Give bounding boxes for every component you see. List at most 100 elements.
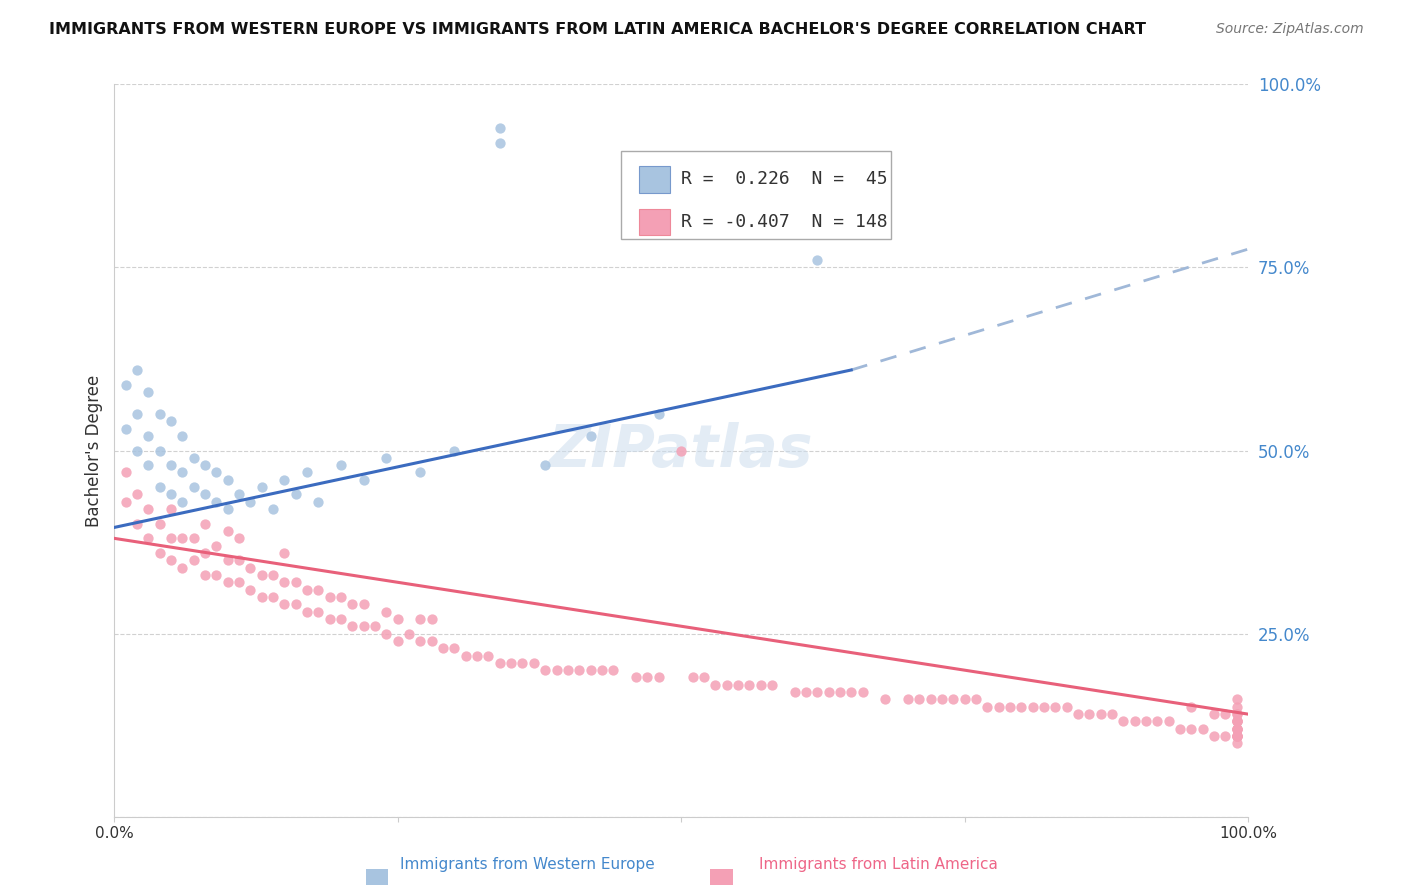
Point xyxy=(794,685,817,699)
Point xyxy=(307,605,329,619)
Point xyxy=(409,466,432,480)
Point xyxy=(138,458,160,472)
Point xyxy=(420,612,443,626)
Point xyxy=(1056,699,1078,714)
Point xyxy=(875,692,897,706)
Point xyxy=(1032,699,1054,714)
Point xyxy=(250,590,273,604)
Point xyxy=(534,458,557,472)
Point xyxy=(920,692,942,706)
Point xyxy=(512,656,534,670)
Point xyxy=(1180,722,1202,736)
Point xyxy=(172,466,194,480)
Point xyxy=(976,699,998,714)
Point xyxy=(828,224,851,238)
Point xyxy=(239,582,262,597)
Point xyxy=(1226,722,1249,736)
Point xyxy=(149,516,172,531)
Point xyxy=(624,671,647,685)
Point xyxy=(205,466,228,480)
Point xyxy=(443,641,465,656)
Point xyxy=(217,524,239,538)
Point xyxy=(1112,714,1135,729)
Point xyxy=(1226,714,1249,729)
Point xyxy=(149,480,172,494)
Point xyxy=(342,597,364,611)
Point xyxy=(851,685,873,699)
Point xyxy=(160,502,183,516)
Point xyxy=(1226,707,1249,722)
Text: Source: ZipAtlas.com: Source: ZipAtlas.com xyxy=(1216,22,1364,37)
Point xyxy=(125,487,148,501)
Point xyxy=(205,495,228,509)
Point xyxy=(364,619,387,633)
Point xyxy=(160,414,183,428)
Point xyxy=(194,546,217,560)
Point xyxy=(738,678,761,692)
Point xyxy=(1067,707,1090,722)
Point xyxy=(647,407,669,421)
Point xyxy=(602,663,624,677)
Point xyxy=(488,121,510,136)
Point xyxy=(273,575,295,590)
Point xyxy=(273,473,295,487)
Point xyxy=(1213,729,1236,743)
Point xyxy=(669,443,692,458)
Point xyxy=(194,516,217,531)
Point xyxy=(353,597,375,611)
Point xyxy=(239,495,262,509)
Point xyxy=(183,480,205,494)
Point xyxy=(1157,714,1180,729)
Point xyxy=(682,671,704,685)
Point xyxy=(125,516,148,531)
Point xyxy=(125,407,148,421)
Point xyxy=(1226,736,1249,750)
Point xyxy=(194,458,217,472)
Point xyxy=(1135,714,1157,729)
Point xyxy=(716,678,738,692)
Point xyxy=(1226,707,1249,722)
Point xyxy=(579,429,602,443)
Point xyxy=(125,443,148,458)
Text: Immigrants from Latin America: Immigrants from Latin America xyxy=(759,857,998,872)
Point xyxy=(1123,714,1146,729)
Point xyxy=(1213,707,1236,722)
Point xyxy=(897,692,920,706)
Text: ZIPatlas: ZIPatlas xyxy=(548,422,814,479)
Point xyxy=(1226,729,1249,743)
Point xyxy=(465,648,488,663)
Point xyxy=(998,699,1021,714)
Point xyxy=(375,450,398,465)
Point xyxy=(149,546,172,560)
Point xyxy=(1078,707,1101,722)
Point xyxy=(172,429,194,443)
Point xyxy=(488,136,510,150)
Point xyxy=(307,582,329,597)
Point xyxy=(488,656,510,670)
Point xyxy=(160,532,183,546)
Point xyxy=(160,487,183,501)
Point xyxy=(704,678,727,692)
Point xyxy=(501,656,523,670)
Point xyxy=(534,663,557,677)
Point xyxy=(1226,722,1249,736)
Point xyxy=(284,487,307,501)
Point xyxy=(1180,699,1202,714)
Point xyxy=(908,692,931,706)
Point xyxy=(295,582,318,597)
Point xyxy=(284,575,307,590)
Point xyxy=(591,663,613,677)
Point xyxy=(546,663,568,677)
Point xyxy=(330,458,353,472)
Text: R = -0.407  N = 148: R = -0.407 N = 148 xyxy=(682,213,889,231)
Point xyxy=(647,671,669,685)
Point xyxy=(114,466,136,480)
Point xyxy=(183,532,205,546)
Point xyxy=(138,384,160,399)
Point xyxy=(1202,707,1225,722)
Point xyxy=(1226,692,1249,706)
Point xyxy=(839,685,862,699)
Point xyxy=(160,553,183,567)
Point xyxy=(217,473,239,487)
Point xyxy=(183,450,205,465)
